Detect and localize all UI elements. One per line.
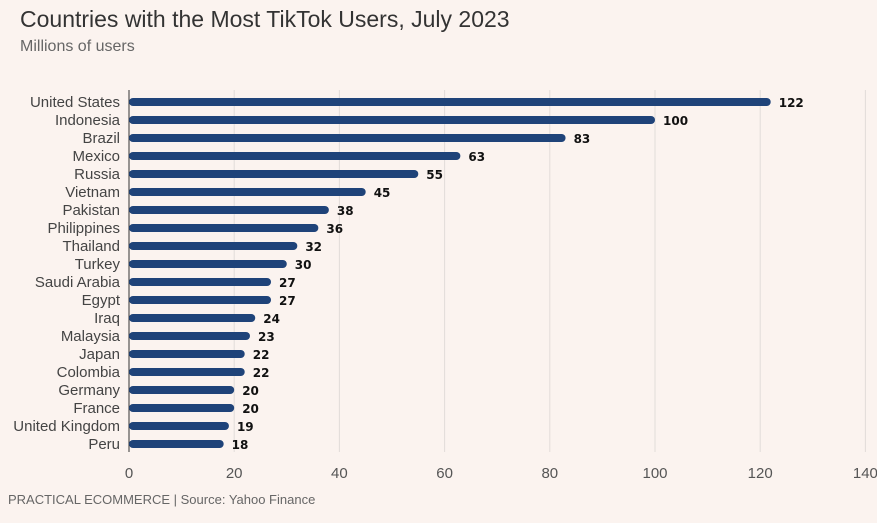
value-label: 36 (326, 222, 343, 236)
bar (129, 350, 245, 358)
bar (129, 98, 771, 106)
value-label: 19 (237, 420, 254, 434)
bar (129, 206, 329, 214)
category-labels: United StatesIndonesiaBrazilMexicoRussia… (13, 94, 121, 453)
chart-title: Countries with the Most TikTok Users, Ju… (20, 6, 510, 32)
bar (129, 242, 298, 250)
value-label: 63 (468, 150, 485, 164)
value-label: 30 (295, 258, 312, 272)
category-label: Russia (74, 166, 121, 183)
category-label: Malaysia (61, 328, 121, 345)
category-label: Indonesia (55, 112, 121, 129)
value-label: 122 (779, 96, 804, 110)
category-label: Colombia (57, 364, 121, 381)
value-label: 83 (574, 132, 591, 146)
x-tick-label: 40 (331, 465, 348, 482)
bar (129, 368, 245, 376)
category-label: France (73, 400, 120, 417)
value-label: 38 (337, 204, 354, 218)
value-label: 27 (279, 294, 296, 308)
value-label: 20 (242, 384, 259, 398)
category-label: Iraq (94, 310, 120, 327)
value-label: 55 (426, 168, 443, 182)
bar (129, 260, 287, 268)
bars (129, 98, 771, 448)
value-label: 100 (663, 114, 688, 128)
category-label: Saudi Arabia (35, 274, 121, 291)
grid-lines (128, 90, 866, 452)
category-label: Germany (58, 382, 120, 399)
value-label: 18 (232, 438, 249, 452)
value-label: 23 (258, 330, 275, 344)
value-label: 32 (305, 240, 322, 254)
bar (129, 332, 250, 340)
chart-subtitle: Millions of users (20, 38, 135, 55)
bar (129, 152, 461, 160)
category-label: Egypt (82, 292, 121, 309)
x-tick-label: 100 (642, 465, 667, 482)
x-tick-label: 120 (748, 465, 773, 482)
category-label: Peru (88, 436, 120, 453)
category-label: Pakistan (62, 202, 120, 219)
category-label: United States (30, 94, 120, 111)
x-tick-label: 80 (541, 465, 558, 482)
bar (129, 314, 256, 322)
value-label: 24 (263, 312, 280, 326)
bar (129, 296, 272, 304)
category-label: Brazil (82, 130, 120, 147)
bar (129, 134, 566, 142)
bar (129, 278, 272, 286)
bar (129, 170, 419, 178)
x-axis-ticks: 0 20 40 60 80 100 120 140 (125, 465, 877, 482)
value-label: 27 (279, 276, 296, 290)
bar (129, 422, 229, 430)
category-label: Thailand (62, 238, 120, 255)
category-label: Philippines (47, 220, 120, 237)
value-labels: 122 100 83 63 55 45 38 36 32 30 27 27 24 23 22 22 20 20 19… (232, 96, 804, 452)
category-label: Japan (79, 346, 120, 363)
category-label: Turkey (75, 256, 121, 273)
category-label: United Kingdom (13, 418, 120, 435)
value-label: 45 (374, 186, 391, 200)
category-label: Mexico (72, 148, 120, 165)
value-label: 20 (242, 402, 259, 416)
bar (129, 404, 235, 412)
x-tick-label: 60 (436, 465, 453, 482)
bar (129, 188, 366, 196)
category-label: Vietnam (65, 184, 120, 201)
value-label: 22 (253, 366, 270, 380)
bar (129, 386, 235, 394)
bar (129, 440, 224, 448)
x-tick-label: 0 (125, 465, 133, 482)
value-label: 22 (253, 348, 270, 362)
x-tick-label: 140 (853, 465, 877, 482)
bar (129, 224, 319, 232)
bar (129, 116, 655, 124)
source-footer: PRACTICAL ECOMMERCE | Source: Yahoo Fina… (8, 492, 316, 507)
x-tick-label: 20 (226, 465, 243, 482)
